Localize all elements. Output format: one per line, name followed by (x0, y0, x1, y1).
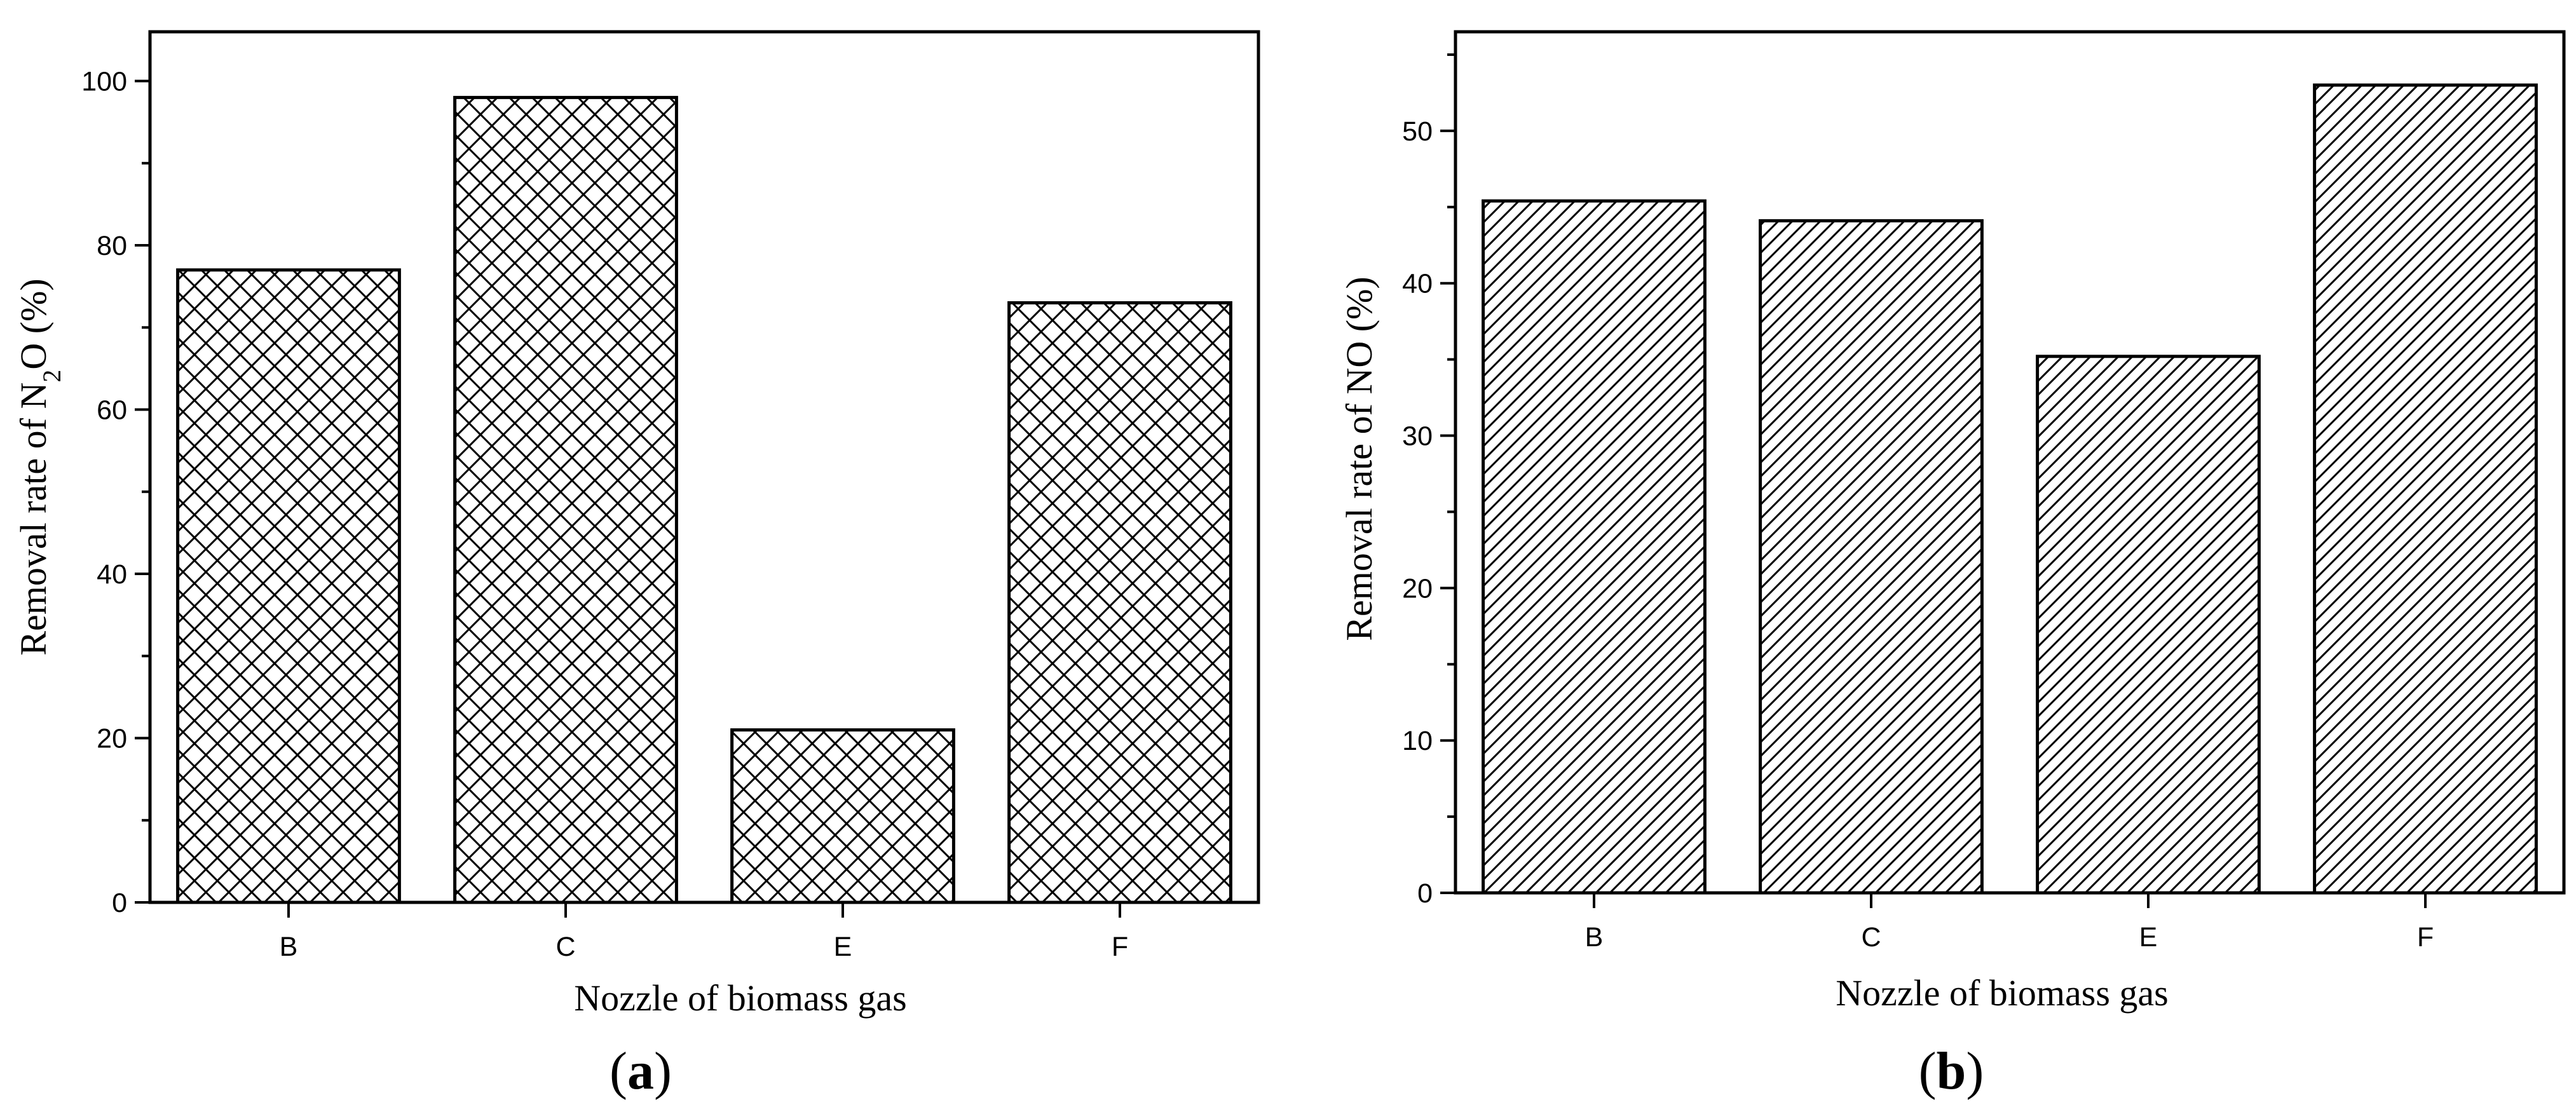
panel-label-b: (b) (1919, 1042, 1984, 1101)
chart-panel-b: 0 10 20 30 40 50 B C E F Nozzle of biomass gas R… (1339, 30, 2566, 1101)
y-tick-label-b-30: 30 (1402, 421, 1433, 452)
bar-b-e (2036, 355, 2261, 895)
panel-label-a-letter: a (627, 1042, 654, 1101)
x-tick-label-a-f: F (1112, 932, 1128, 962)
y-tick-label-a-20: 20 (97, 724, 127, 754)
bar-a-e (730, 728, 955, 904)
y-tick-label-a-40: 40 (97, 559, 127, 590)
y-axis-title-a-main: Removal rate of N (13, 383, 54, 656)
plot-frame-a (148, 30, 1260, 904)
x-axis-title-a: Nozzle of biomass gas (574, 977, 906, 1019)
bar-a-c (453, 95, 678, 904)
bars-group-a (176, 95, 1232, 904)
x-tick-label-b-c: C (1861, 922, 1881, 953)
x-tick-label-a-b: B (280, 932, 298, 962)
y-axis-a: 0 20 40 60 80 100 (81, 67, 150, 918)
bars-group-b (1482, 83, 2538, 895)
bar-a-f (1007, 301, 1232, 904)
panel-label-b-letter: b (1937, 1042, 1966, 1101)
x-tick-label-a-e: E (834, 932, 852, 962)
y-tick-label-b-20: 20 (1402, 573, 1433, 604)
y-axis-b: 0 10 20 30 40 50 (1402, 53, 1455, 909)
bar-b-c (1759, 219, 1984, 895)
bar-a-b (176, 268, 401, 904)
y-tick-label-b-50: 50 (1402, 116, 1433, 147)
y-tick-label-a-80: 80 (97, 231, 127, 261)
x-tick-label-b-b: B (1585, 922, 1604, 953)
y-tick-label-b-0: 0 (1417, 878, 1433, 909)
y-tick-label-a-60: 60 (97, 395, 127, 426)
panel-label-a: (a) (610, 1042, 672, 1101)
y-axis-title-a: Removal rate of N2O (%) (13, 278, 66, 655)
y-tick-label-b-40: 40 (1402, 269, 1433, 299)
y-axis-title-a-subscript: 2 (37, 370, 66, 383)
y-axis-title-b: Removal rate of NO (%) (1339, 276, 1380, 641)
x-tick-label-a-c: C (555, 932, 575, 962)
x-axis-title-b: Nozzle of biomass gas (1836, 972, 2168, 1014)
y-tick-label-a-0: 0 (112, 888, 127, 918)
plot-frame-b (1454, 30, 2566, 895)
x-tick-label-b-f: F (2417, 922, 2434, 953)
y-tick-label-b-10: 10 (1402, 726, 1433, 756)
y-axis-title-a-rest: O (%) (13, 278, 54, 369)
bar-b-f (2313, 83, 2538, 895)
y-tick-label-a-100: 100 (81, 67, 127, 97)
bar-b-b (1482, 199, 1707, 895)
x-tick-label-b-e: E (2139, 922, 2158, 953)
